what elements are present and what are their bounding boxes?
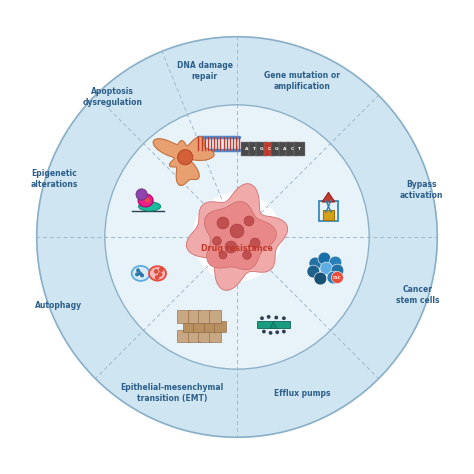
Text: Gene mutation or
amplification: Gene mutation or amplification [264,71,340,91]
Circle shape [244,216,254,226]
FancyBboxPatch shape [188,330,200,342]
Text: A: A [245,147,248,151]
FancyBboxPatch shape [198,310,210,323]
Polygon shape [186,184,288,291]
Circle shape [327,271,340,284]
Circle shape [282,329,286,333]
Circle shape [105,105,369,369]
FancyBboxPatch shape [177,310,190,323]
Circle shape [140,273,144,277]
Text: Epithelial-mesenchymal
transition (EMT): Epithelial-mesenchymal transition (EMT) [120,383,224,403]
Circle shape [318,252,331,265]
Text: Drug resistance: Drug resistance [201,244,273,253]
Circle shape [331,264,344,277]
FancyBboxPatch shape [209,310,221,323]
FancyBboxPatch shape [241,142,252,156]
Circle shape [212,237,221,246]
Circle shape [331,272,343,283]
FancyBboxPatch shape [209,330,221,342]
FancyBboxPatch shape [294,142,305,156]
Circle shape [155,275,159,279]
Polygon shape [270,321,277,328]
Text: Bypass
activation: Bypass activation [400,180,443,201]
Circle shape [225,241,237,253]
FancyBboxPatch shape [198,330,210,342]
Circle shape [193,193,281,281]
FancyBboxPatch shape [249,142,260,156]
Circle shape [37,37,437,437]
FancyBboxPatch shape [279,142,290,156]
Circle shape [138,272,142,275]
Text: DNA damage
repair: DNA damage repair [177,61,233,81]
Text: T: T [298,147,301,151]
Circle shape [314,272,327,285]
Text: Efflux pumps: Efflux pumps [273,389,330,398]
FancyBboxPatch shape [193,320,205,332]
Text: CSC: CSC [333,275,342,280]
Ellipse shape [132,266,150,281]
Text: G: G [275,147,279,151]
Text: C: C [290,147,293,151]
Circle shape [274,316,278,319]
Polygon shape [153,137,214,185]
Circle shape [329,256,342,269]
Circle shape [267,315,271,319]
Circle shape [217,217,229,229]
Circle shape [136,273,139,276]
Polygon shape [204,201,276,270]
Circle shape [260,316,264,320]
Circle shape [137,269,140,272]
Text: Epigenetic
alterations: Epigenetic alterations [31,169,78,189]
Ellipse shape [138,194,153,207]
Text: C: C [268,147,271,151]
FancyBboxPatch shape [257,321,290,328]
Circle shape [243,251,251,259]
FancyBboxPatch shape [286,142,297,156]
Circle shape [309,257,322,270]
FancyBboxPatch shape [203,320,216,332]
Text: Apoptosis
dysregulation: Apoptosis dysregulation [82,87,142,107]
Circle shape [250,238,260,248]
Circle shape [230,224,244,238]
FancyBboxPatch shape [182,320,195,332]
Circle shape [269,331,273,335]
FancyBboxPatch shape [323,210,334,220]
Circle shape [262,329,266,333]
Ellipse shape [149,266,166,281]
Circle shape [307,265,320,278]
Polygon shape [322,192,335,202]
FancyBboxPatch shape [177,330,190,342]
Text: G: G [260,147,264,151]
FancyBboxPatch shape [272,142,282,156]
Circle shape [158,273,162,276]
FancyBboxPatch shape [264,142,275,156]
Circle shape [154,269,158,273]
FancyBboxPatch shape [256,142,267,156]
Circle shape [282,316,286,320]
Text: Autophagy: Autophagy [35,301,82,310]
FancyBboxPatch shape [188,310,200,323]
Circle shape [219,251,227,259]
Circle shape [320,262,333,275]
Circle shape [178,150,193,165]
Text: A: A [283,147,286,151]
Text: Cancer
stem cells: Cancer stem cells [396,285,439,305]
Text: T: T [253,147,256,151]
Circle shape [159,268,163,272]
FancyBboxPatch shape [214,320,227,332]
Circle shape [136,189,147,200]
Circle shape [275,330,279,334]
Ellipse shape [138,202,161,211]
